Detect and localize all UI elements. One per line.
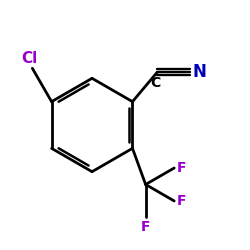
Text: F: F bbox=[176, 161, 186, 175]
Text: F: F bbox=[176, 194, 186, 208]
Text: F: F bbox=[141, 220, 150, 234]
Text: C: C bbox=[151, 76, 161, 90]
Text: N: N bbox=[192, 63, 206, 81]
Text: Cl: Cl bbox=[22, 50, 38, 66]
